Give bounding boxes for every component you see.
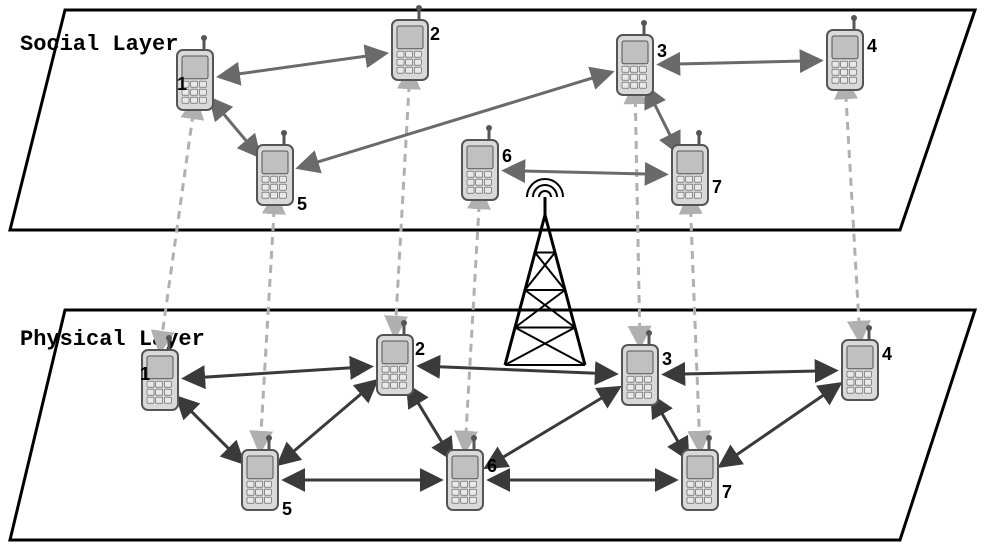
label-social-layer: Social Layer	[20, 32, 178, 57]
phone-top-3-label: 3	[657, 41, 667, 61]
phone-bottom-5-label: 5	[282, 499, 292, 519]
label-physical-layer: Physical Layer	[20, 327, 205, 352]
phone-bottom-4-label: 4	[882, 344, 892, 364]
phone-bottom-1-label: 1	[140, 364, 150, 384]
phone-top-7-label: 7	[712, 177, 722, 197]
phone-top-5-label: 5	[297, 194, 307, 214]
phone-top-1-label: 1	[177, 74, 187, 94]
phone-bottom-3-label: 3	[662, 349, 672, 369]
phone-bottom-7-label: 7	[722, 482, 732, 502]
phone-top-4-label: 4	[867, 36, 877, 56]
phone-bottom-2-label: 2	[415, 339, 425, 359]
phone-top-6-label: 6	[502, 146, 512, 166]
phone-top-2-label: 2	[430, 24, 440, 44]
phone-bottom-6-label: 6	[487, 456, 497, 476]
